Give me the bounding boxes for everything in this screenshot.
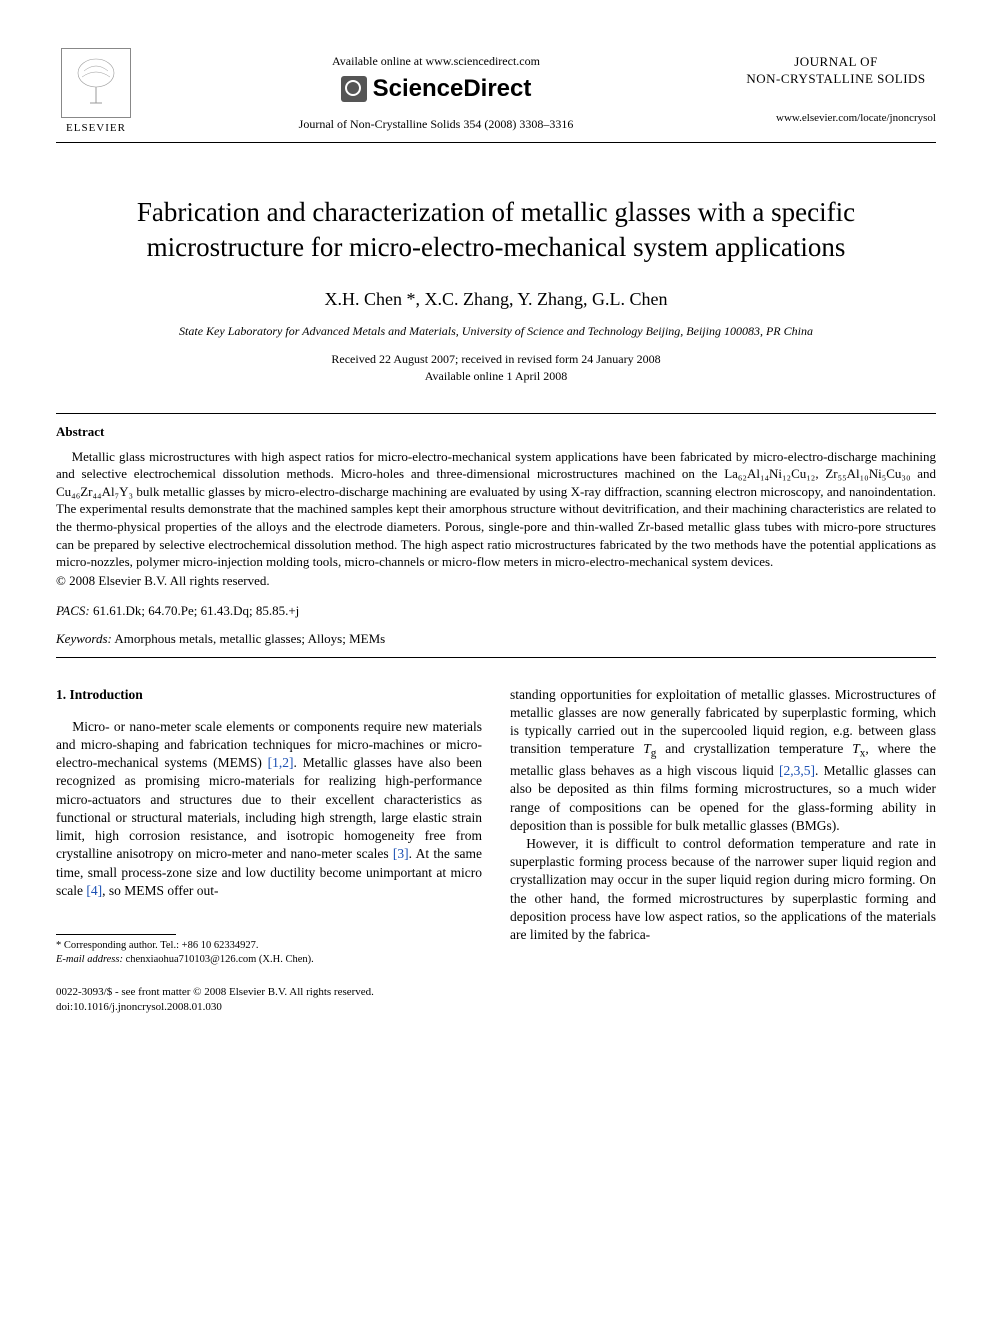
elsevier-label: ELSEVIER (66, 122, 126, 134)
sciencedirect-text: ScienceDirect (373, 75, 532, 103)
abstract-bottom-rule (56, 657, 936, 658)
pacs-line: PACS: 61.61.Dk; 64.70.Pe; 61.43.Dq; 85.8… (56, 603, 936, 619)
footer-line2: doi:10.1016/j.jnoncrysol.2008.01.030 (56, 1000, 482, 1015)
keywords-label: Keywords: (56, 631, 112, 646)
keywords-value: Amorphous metals, metallic glasses; Allo… (114, 631, 385, 646)
center-header: Available online at www.sciencedirect.co… (136, 48, 736, 132)
left-column: 1. Introduction Micro- or nano-meter sca… (56, 686, 482, 1015)
intro-para-1b: standing opportunities for exploitation … (510, 686, 936, 835)
journal-name-line2: NON-CRYSTALLINE SOLIDS (736, 71, 936, 88)
received-date: Received 22 August 2007; received in rev… (56, 351, 936, 368)
header-rule (56, 142, 936, 143)
footnote-rule (56, 934, 176, 935)
email-label: E-mail address: (56, 954, 123, 965)
journal-reference: Journal of Non-Crystalline Solids 354 (2… (136, 117, 736, 132)
elsevier-tree-icon (61, 48, 131, 118)
email-value: chenxiaohua710103@126.com (X.H. Chen). (126, 954, 314, 965)
journal-name-line1: JOURNAL OF (736, 54, 936, 71)
abstract-copyright: © 2008 Elsevier B.V. All rights reserved… (56, 573, 936, 589)
email-note: E-mail address: chenxiaohua710103@126.co… (56, 953, 482, 967)
available-online-text: Available online at www.sciencedirect.co… (136, 54, 736, 69)
right-header: JOURNAL OF NON-CRYSTALLINE SOLIDS www.el… (736, 48, 936, 124)
pacs-value: 61.61.Dk; 64.70.Pe; 61.43.Dq; 85.85.+j (93, 603, 299, 618)
intro-para-2: However, it is difficult to control defo… (510, 835, 936, 944)
keywords-line: Keywords: Amorphous metals, metallic gla… (56, 631, 936, 647)
affiliation: State Key Laboratory for Advanced Metals… (56, 324, 936, 339)
intro-para-1: Micro- or nano-meter scale elements or c… (56, 718, 482, 900)
corresponding-author-note: * Corresponding author. Tel.: +86 10 623… (56, 939, 482, 953)
journal-url: www.elsevier.com/locate/jnoncrysol (736, 112, 936, 124)
authors: X.H. Chen *, X.C. Zhang, Y. Zhang, G.L. … (56, 289, 936, 310)
article-title: Fabrication and characterization of meta… (96, 195, 896, 265)
footer-block: 0022-3093/$ - see front matter © 2008 El… (56, 985, 482, 1015)
available-date: Available online 1 April 2008 (56, 368, 936, 385)
sciencedirect-brand: ScienceDirect (136, 75, 736, 103)
sciencedirect-icon (341, 76, 367, 102)
right-column: standing opportunities for exploitation … (510, 686, 936, 1015)
abstract-heading: Abstract (56, 424, 936, 440)
section-1-heading: 1. Introduction (56, 686, 482, 704)
pacs-label: PACS: (56, 603, 90, 618)
body-columns: 1. Introduction Micro- or nano-meter sca… (56, 686, 936, 1015)
abstract-top-rule (56, 413, 936, 414)
elsevier-logo: ELSEVIER (56, 48, 136, 134)
page-header: ELSEVIER Available online at www.science… (56, 48, 936, 134)
footer-line1: 0022-3093/$ - see front matter © 2008 El… (56, 985, 482, 1000)
article-dates: Received 22 August 2007; received in rev… (56, 351, 936, 385)
abstract-body: Metallic glass microstructures with high… (56, 448, 936, 571)
